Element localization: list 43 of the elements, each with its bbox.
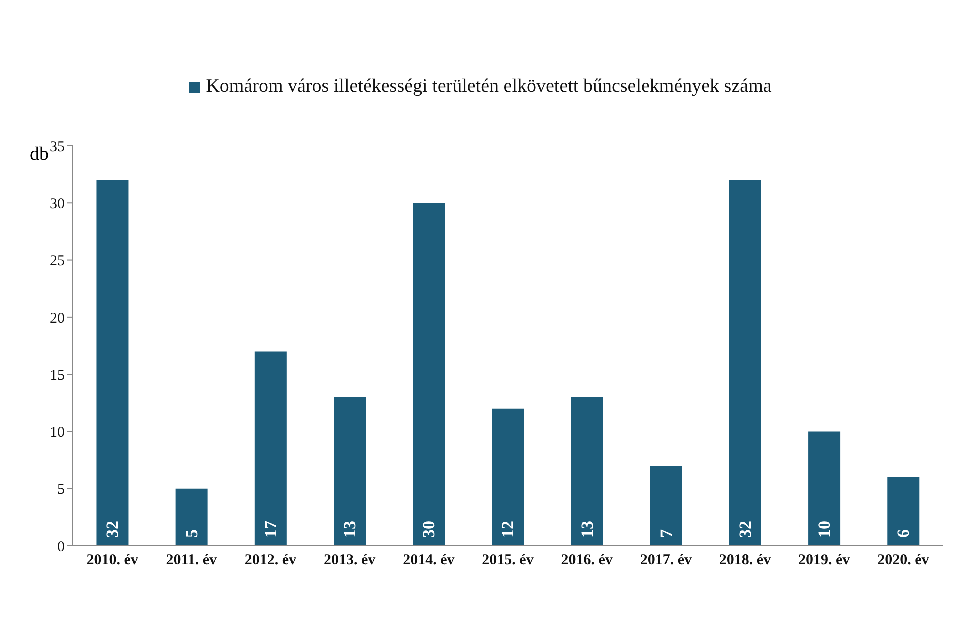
data-label: 7	[656, 529, 676, 538]
x-tick-label: 2016. év	[561, 552, 614, 569]
y-tick-label: 30	[50, 196, 65, 212]
data-label: 10	[815, 521, 834, 538]
y-tick-label: 35	[50, 139, 65, 156]
data-label: 13	[340, 521, 360, 538]
x-tick-label: 2010. év	[86, 552, 139, 569]
y-tick-label: 5	[58, 482, 65, 498]
data-label: 30	[420, 521, 439, 538]
bar	[650, 466, 682, 546]
y-axis-title: db	[30, 144, 49, 166]
bar	[96, 180, 129, 546]
bar	[571, 397, 604, 546]
x-tick-label: 2020. év	[878, 552, 930, 569]
x-tick-label: 2012. év	[244, 552, 298, 569]
x-tick-label: 2018. év	[719, 552, 772, 569]
bar	[729, 180, 762, 546]
data-label: 17	[261, 520, 280, 538]
data-label: 12	[498, 521, 518, 538]
bar	[888, 477, 920, 546]
x-tick-label: 2017. év	[640, 552, 693, 569]
y-tick-label: 0	[58, 539, 65, 556]
y-tick-label: 10	[50, 425, 65, 442]
bar	[413, 203, 446, 546]
data-label: 6	[894, 530, 914, 538]
x-tick-label: 2015. év	[482, 552, 534, 569]
x-tick-label: 2014. év	[403, 552, 456, 569]
y-tick-label: 20	[50, 310, 65, 327]
data-label: 5	[182, 530, 202, 538]
bar	[334, 397, 366, 546]
bar	[254, 352, 287, 546]
x-tick-label: 2013. év	[324, 552, 376, 569]
data-label: 13	[578, 521, 597, 538]
data-label: 32	[736, 521, 755, 538]
legend-label: Komárom város illetékességi területén elkövetett bűncselekmények száma	[206, 76, 772, 98]
y-tick-label: 25	[50, 254, 65, 270]
bar	[808, 432, 841, 546]
x-tick-label: 2019. év	[798, 552, 851, 569]
bar	[492, 408, 524, 546]
y-tick-label: 15	[50, 368, 65, 384]
bar	[176, 488, 208, 546]
x-tick-label: 2011. év	[166, 552, 218, 569]
data-label: 32	[103, 521, 122, 538]
